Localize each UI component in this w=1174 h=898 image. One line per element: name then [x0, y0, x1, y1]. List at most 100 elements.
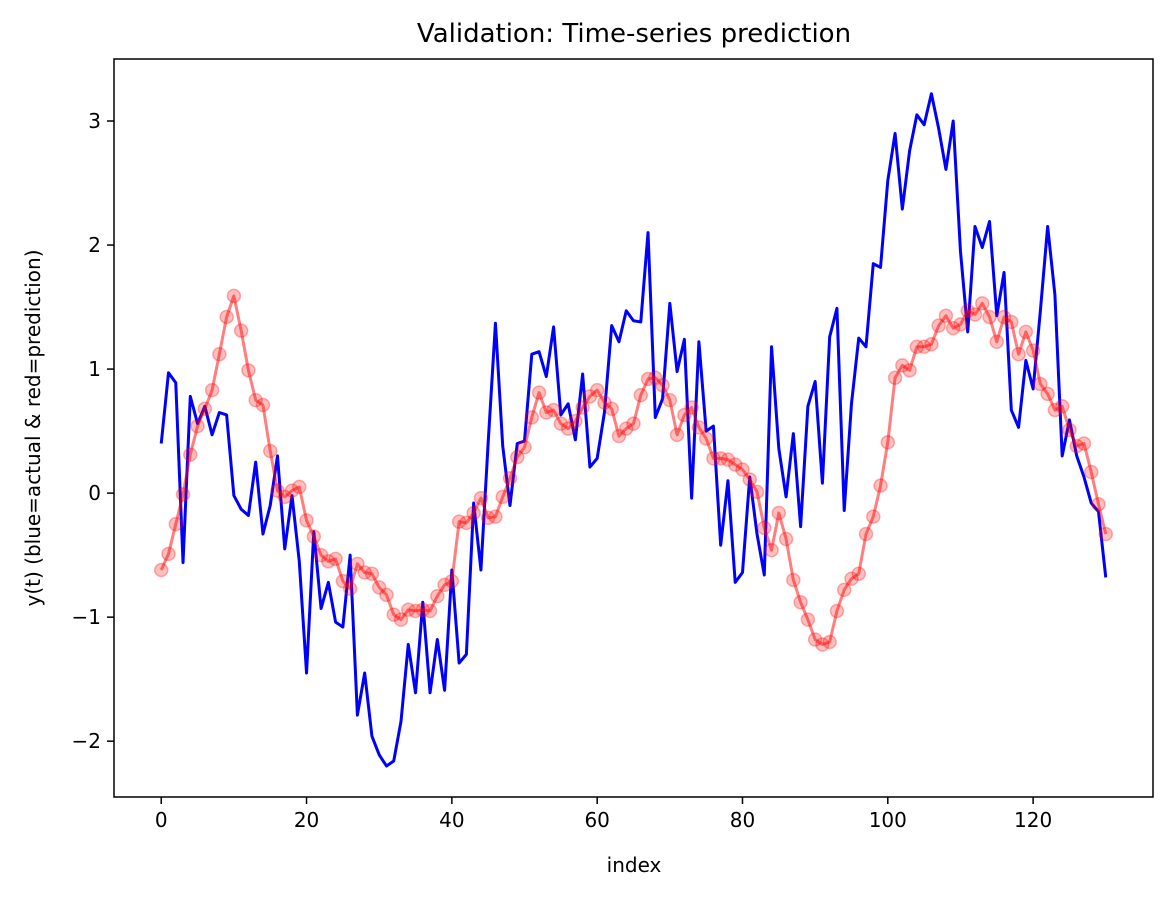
series-1-point	[299, 513, 314, 528]
series-1-point	[778, 531, 794, 547]
series-1-point	[996, 309, 1012, 325]
series-1-point	[909, 339, 925, 355]
series-1-point	[771, 505, 787, 521]
series-1-point	[597, 395, 612, 410]
series-1-point	[241, 363, 256, 378]
series-1-point	[444, 573, 460, 589]
series-1-point	[313, 547, 329, 563]
series-1-point	[204, 382, 220, 398]
series-1-point	[655, 377, 670, 393]
series-1-point	[1018, 324, 1034, 340]
y-tick-label: 1	[88, 357, 101, 381]
series-1-point	[677, 407, 692, 423]
series-1-point	[800, 612, 816, 627]
series-1-point	[1069, 438, 1084, 454]
series-1-point	[553, 416, 569, 431]
series-1-point	[851, 566, 866, 581]
series-1-point	[975, 296, 990, 311]
series-1-point	[219, 309, 234, 325]
plot-frame	[113, 58, 1154, 798]
y-tick-label: 2	[88, 233, 101, 257]
plot-background	[114, 59, 1153, 797]
series-1-point	[1047, 402, 1063, 418]
x-tick-label: 120	[1014, 808, 1052, 832]
series-1-point	[757, 520, 772, 536]
series-1-point	[669, 427, 685, 443]
x-axis-ticks: 0 20 40 60 80 100 120	[155, 797, 1052, 832]
series-1-point	[495, 489, 510, 505]
series-1-point	[321, 554, 336, 569]
series-1-point	[1025, 343, 1041, 358]
series-1-point	[1011, 346, 1026, 362]
series-1-point	[1076, 436, 1092, 451]
series-1-point	[262, 443, 278, 459]
series-1-point	[415, 602, 431, 617]
series-1-point	[517, 439, 532, 455]
series-1-point	[248, 392, 263, 408]
series-1-point	[350, 556, 365, 572]
x-tick-label: 40	[439, 808, 464, 832]
series-1-point	[967, 307, 983, 322]
series-1-point	[357, 565, 372, 580]
series-1-point	[379, 587, 394, 603]
series-1-point	[488, 509, 503, 524]
y-tick-label: 3	[88, 109, 101, 133]
series-1-point	[582, 389, 598, 404]
series-1-point	[626, 416, 641, 431]
series-1-point	[430, 588, 445, 604]
x-tick-label: 0	[155, 808, 168, 832]
series-1-point	[793, 595, 808, 610]
series-1-point	[422, 603, 438, 619]
series-1-point	[945, 320, 961, 336]
series-1-point	[815, 637, 830, 652]
x-tick-label: 20	[294, 808, 319, 832]
x-tick-label: 80	[730, 808, 755, 832]
series-1-point	[408, 603, 423, 619]
series-1-point	[364, 566, 380, 581]
series-1-point	[735, 462, 750, 477]
series-1-point	[684, 400, 699, 415]
series-1-point	[153, 562, 169, 578]
x-axis-label: index	[607, 853, 662, 877]
series-1-point	[393, 612, 409, 627]
series-1-point	[640, 371, 656, 387]
series-1-point	[459, 515, 474, 531]
series-1-point	[437, 577, 452, 593]
series-1-point	[691, 420, 707, 435]
series-1-point	[1004, 314, 1019, 330]
series-1-point	[618, 421, 634, 436]
series-1-point	[1098, 526, 1114, 542]
series-1-point	[255, 397, 271, 413]
series-1-point	[938, 308, 954, 323]
series-1-point	[451, 514, 467, 529]
series-1-point	[502, 470, 518, 486]
series-1-point	[539, 405, 554, 420]
series-0-line	[159, 92, 1108, 768]
series-1-point	[466, 505, 481, 521]
series-1-line	[159, 294, 1108, 646]
series-1-point	[161, 546, 176, 562]
series-1-point	[568, 413, 583, 429]
series-1-point	[524, 410, 540, 425]
series-1-point	[371, 580, 387, 595]
series-1-point	[531, 385, 547, 400]
series-1-point	[720, 452, 736, 467]
series-1-point	[1091, 497, 1106, 512]
series-1-point	[277, 489, 292, 505]
series-1-point	[727, 457, 743, 472]
series-1-point	[786, 572, 801, 588]
series-1-point	[270, 483, 285, 498]
series-1-point	[233, 323, 249, 338]
series-1-point	[386, 607, 401, 622]
series-1-point	[662, 392, 678, 408]
series-1-point	[982, 309, 997, 325]
series-1-point	[546, 402, 561, 418]
series-1-point	[887, 370, 903, 386]
series-1-point	[858, 526, 874, 542]
x-tick-label: 100	[869, 808, 907, 832]
series-1-point	[713, 451, 728, 466]
series-1-point	[604, 401, 619, 417]
series-1-point	[212, 346, 227, 362]
series-1-point	[749, 484, 765, 500]
